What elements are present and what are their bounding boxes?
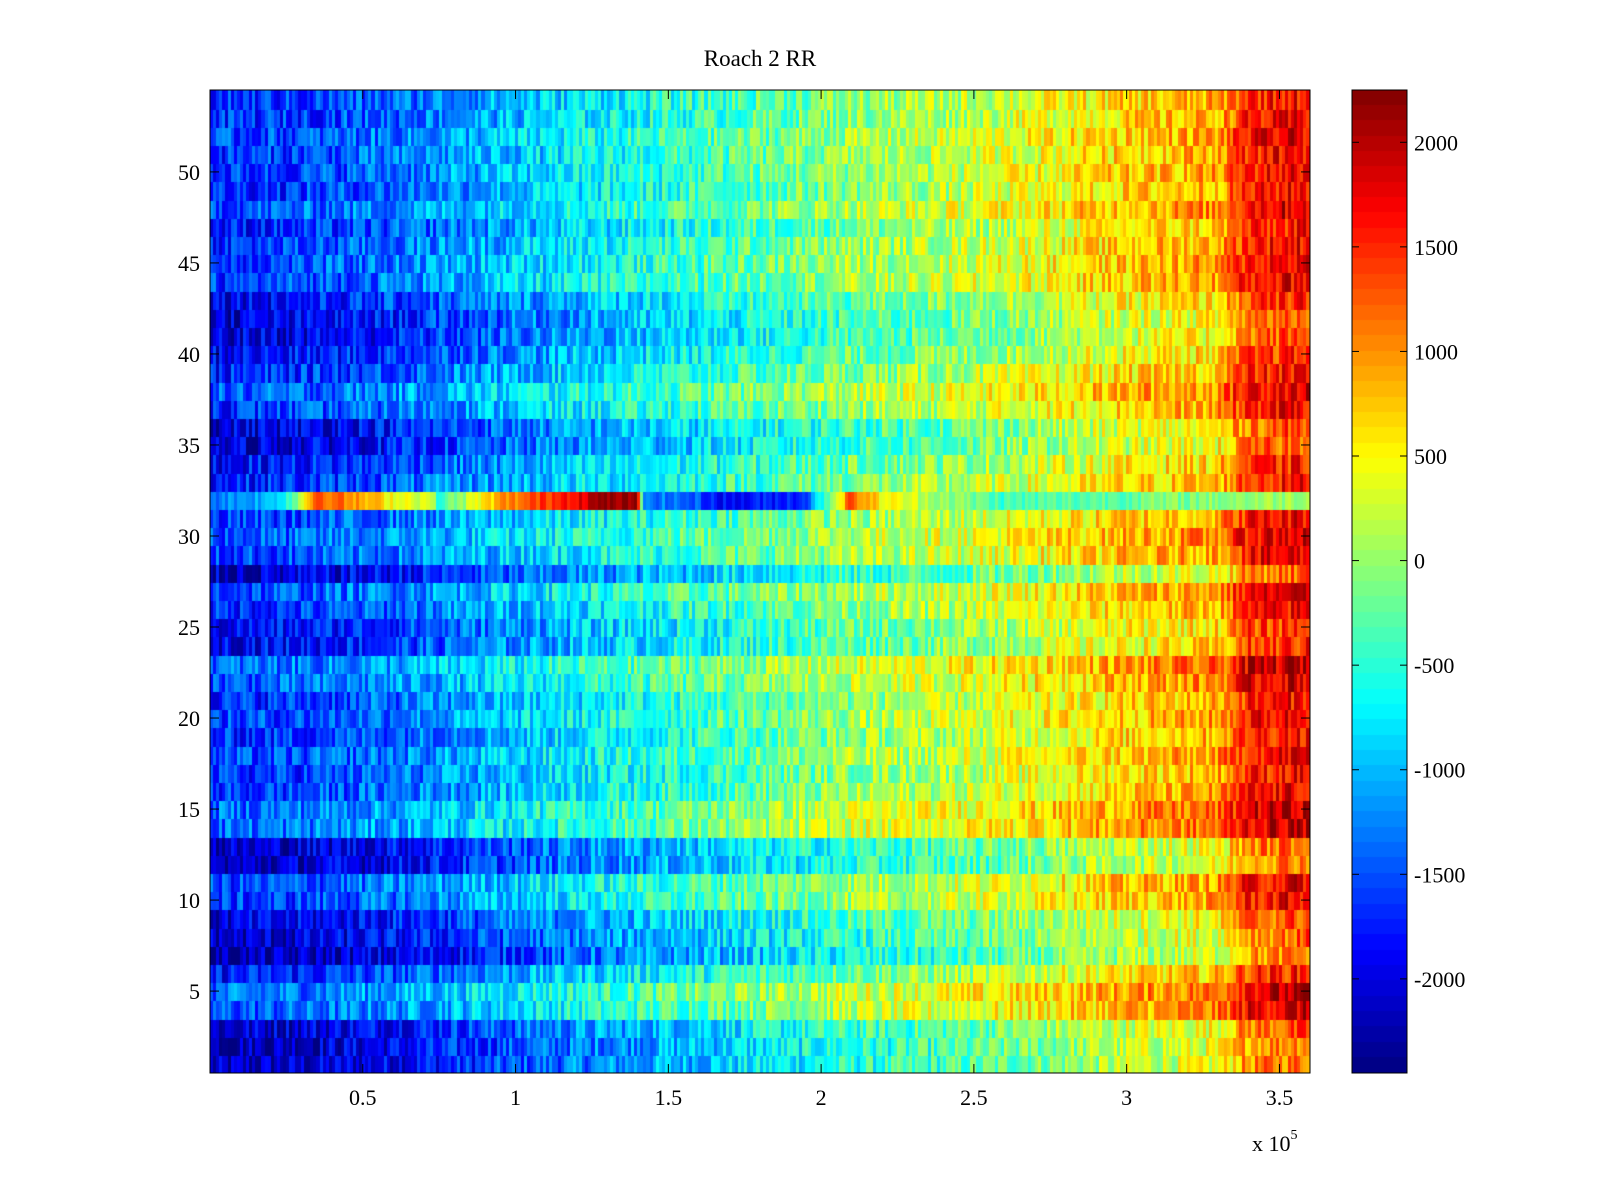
- x-axis: 0.5 1 1.5 2 2.5 3 3.5: [349, 90, 1293, 1110]
- x-tick-label: 1: [510, 1085, 521, 1110]
- x-tick-label: 1.5: [655, 1085, 683, 1110]
- colorbar-gradient: [1352, 90, 1407, 1073]
- colorbar-tick-label: 1500: [1414, 235, 1458, 260]
- y-tick-label: 5: [189, 979, 200, 1004]
- x-exponent-power: 5: [1291, 1128, 1298, 1143]
- colorbar-tick-label: 0: [1414, 549, 1425, 574]
- y-tick-label: 25: [178, 615, 200, 640]
- chart-title: Roach 2 RR: [704, 46, 817, 71]
- y-tick-label: 45: [178, 251, 200, 276]
- colorbar-container: [1352, 90, 1407, 1073]
- colorbar-tick-label: -500: [1414, 653, 1454, 678]
- colorbar-axis: 2000 1500 1000 500 0 -500 -1000 -1500 -2000: [1352, 130, 1465, 992]
- x-tick-label: 2: [816, 1085, 827, 1110]
- colorbar-tick-label: -1000: [1414, 758, 1465, 783]
- heatmap-raster-container: [210, 90, 1310, 1073]
- y-tick-label: 10: [178, 888, 200, 913]
- y-tick-label: 50: [178, 160, 200, 185]
- y-tick-label: 30: [178, 524, 200, 549]
- x-tick-label: 3.5: [1266, 1085, 1294, 1110]
- y-tick-label: 35: [178, 433, 200, 458]
- y-tick-label: 15: [178, 797, 200, 822]
- colorbar-tick-label: 1000: [1414, 339, 1458, 364]
- colorbar-tick-label: 2000: [1414, 130, 1458, 155]
- y-tick-label: 40: [178, 342, 200, 367]
- y-tick-label: 20: [178, 706, 200, 731]
- x-tick-label: 3: [1121, 1085, 1132, 1110]
- heatmap-raster: [210, 90, 1310, 1073]
- x-tick-label: 2.5: [960, 1085, 988, 1110]
- colorbar-box: [1351, 89, 1408, 1074]
- y-axis: 5 10 15 20 25 30 35 40 45 50: [178, 160, 1310, 1004]
- colorbar-tick-label: -2000: [1414, 967, 1465, 992]
- colorbar-tick-label: -1500: [1414, 862, 1465, 887]
- x-tick-label: 0.5: [349, 1085, 377, 1110]
- plot-axes-box: [209, 89, 1311, 1074]
- colorbar-tick-label: 500: [1414, 444, 1447, 469]
- x-exponent-base: x 10: [1252, 1131, 1291, 1156]
- x-axis-exponent: x 105: [1252, 1128, 1298, 1156]
